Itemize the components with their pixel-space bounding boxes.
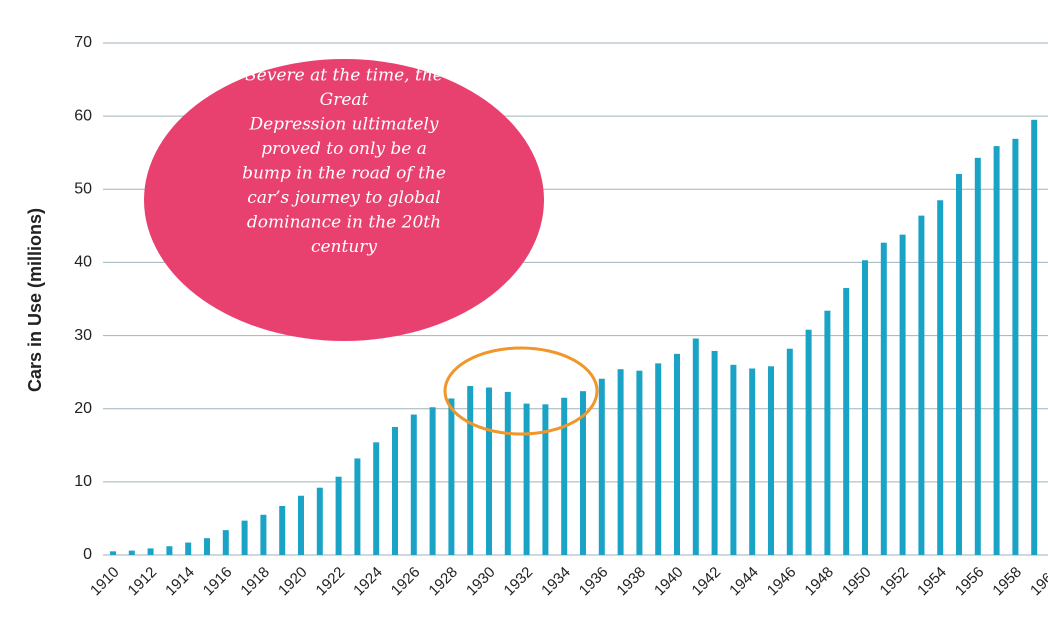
bar <box>429 407 436 555</box>
bar <box>392 427 398 555</box>
annotation-text: proved to only be a <box>261 139 427 159</box>
bar <box>974 157 981 555</box>
bar <box>241 520 248 555</box>
bar <box>749 368 756 555</box>
y-tick-label: 10 <box>74 473 92 490</box>
bar <box>316 487 323 555</box>
y-axis-label: Cars in Use (millions) <box>25 208 45 392</box>
x-tick-label: 1924 <box>350 564 386 600</box>
bar <box>1031 119 1038 556</box>
bar <box>674 353 680 555</box>
bar <box>335 476 342 555</box>
y-tick-label: 60 <box>74 107 92 124</box>
bar <box>636 370 643 555</box>
x-tick-label: 1942 <box>689 564 725 600</box>
annotation-text: Great <box>320 90 369 110</box>
y-tick-label: 30 <box>74 327 92 344</box>
bar <box>542 404 549 555</box>
bar <box>373 442 380 555</box>
bar <box>467 386 474 555</box>
bar <box>204 538 210 555</box>
x-tick-label: 1914 <box>162 564 198 600</box>
bar <box>805 329 812 555</box>
bar <box>617 369 624 555</box>
y-tick-label: 20 <box>74 400 92 417</box>
x-tick-label: 1934 <box>538 564 574 600</box>
annotation-text: Severe at the time, the <box>245 66 443 86</box>
x-tick-label: 1960 <box>1027 564 1048 600</box>
x-tick-label: 1920 <box>275 564 311 600</box>
bar <box>580 391 586 555</box>
annotation-text: car’s journey to global <box>247 188 440 208</box>
x-tick-label: 1928 <box>425 564 461 600</box>
annotation-text: century <box>311 237 377 257</box>
x-tick-label: 1950 <box>839 564 875 600</box>
x-tick-label: 1926 <box>388 564 424 600</box>
bar <box>185 542 192 555</box>
bar <box>410 414 417 555</box>
bar <box>279 505 286 555</box>
bar <box>110 551 116 555</box>
y-tick-label: 50 <box>74 181 92 198</box>
bar <box>956 173 962 555</box>
bar <box>918 215 925 556</box>
bar <box>655 363 662 555</box>
x-tick-label: 1930 <box>463 564 499 600</box>
bar <box>222 530 229 555</box>
x-tick-label: 1956 <box>952 564 988 600</box>
x-tick-label: 1946 <box>764 564 800 600</box>
annotation-text: dominance in the 20th <box>247 213 441 233</box>
bar <box>561 397 568 555</box>
x-tick-label: 1918 <box>237 564 273 600</box>
annotation-text: bump in the road of the <box>242 164 446 184</box>
bar <box>1012 138 1019 555</box>
bar <box>128 550 135 555</box>
bar <box>354 458 361 555</box>
x-tick-label: 1910 <box>87 564 123 600</box>
x-tick-label: 1922 <box>313 564 349 600</box>
bar <box>937 200 944 555</box>
bar <box>786 348 793 555</box>
bar <box>862 260 868 555</box>
y-tick-label: 40 <box>74 254 92 271</box>
bar <box>298 495 304 555</box>
bar <box>147 548 154 555</box>
bar <box>692 338 699 555</box>
x-tick-label: 1916 <box>200 564 236 600</box>
bar <box>993 146 1000 556</box>
y-tick-label: 0 <box>83 546 92 563</box>
x-tick-label: 1944 <box>726 564 762 600</box>
bar <box>504 391 511 555</box>
x-tick-label: 1932 <box>501 564 537 600</box>
x-tick-label: 1936 <box>576 564 612 600</box>
bar <box>730 364 737 555</box>
x-tick-label: 1952 <box>877 564 913 600</box>
bar <box>448 398 455 555</box>
bar <box>824 310 831 555</box>
y-tick-label: 70 <box>74 34 92 51</box>
annotation-text: Depression ultimately <box>248 115 438 135</box>
x-tick-label: 1940 <box>651 564 687 600</box>
x-tick-label: 1938 <box>613 564 649 600</box>
bar <box>899 234 906 556</box>
highlight-ring <box>443 346 599 436</box>
bar <box>523 403 530 555</box>
bar <box>166 546 173 555</box>
x-tick-label: 1958 <box>989 564 1025 600</box>
x-tick-label: 1912 <box>125 564 161 600</box>
bar <box>711 350 718 555</box>
bar <box>843 288 850 555</box>
bar <box>260 514 267 555</box>
bar <box>598 378 605 555</box>
x-tick-label: 1954 <box>914 564 950 600</box>
bar <box>880 242 887 555</box>
annotation-bubble <box>144 59 544 341</box>
x-tick-label: 1948 <box>801 564 837 600</box>
bar <box>486 387 492 555</box>
bar <box>768 366 774 555</box>
